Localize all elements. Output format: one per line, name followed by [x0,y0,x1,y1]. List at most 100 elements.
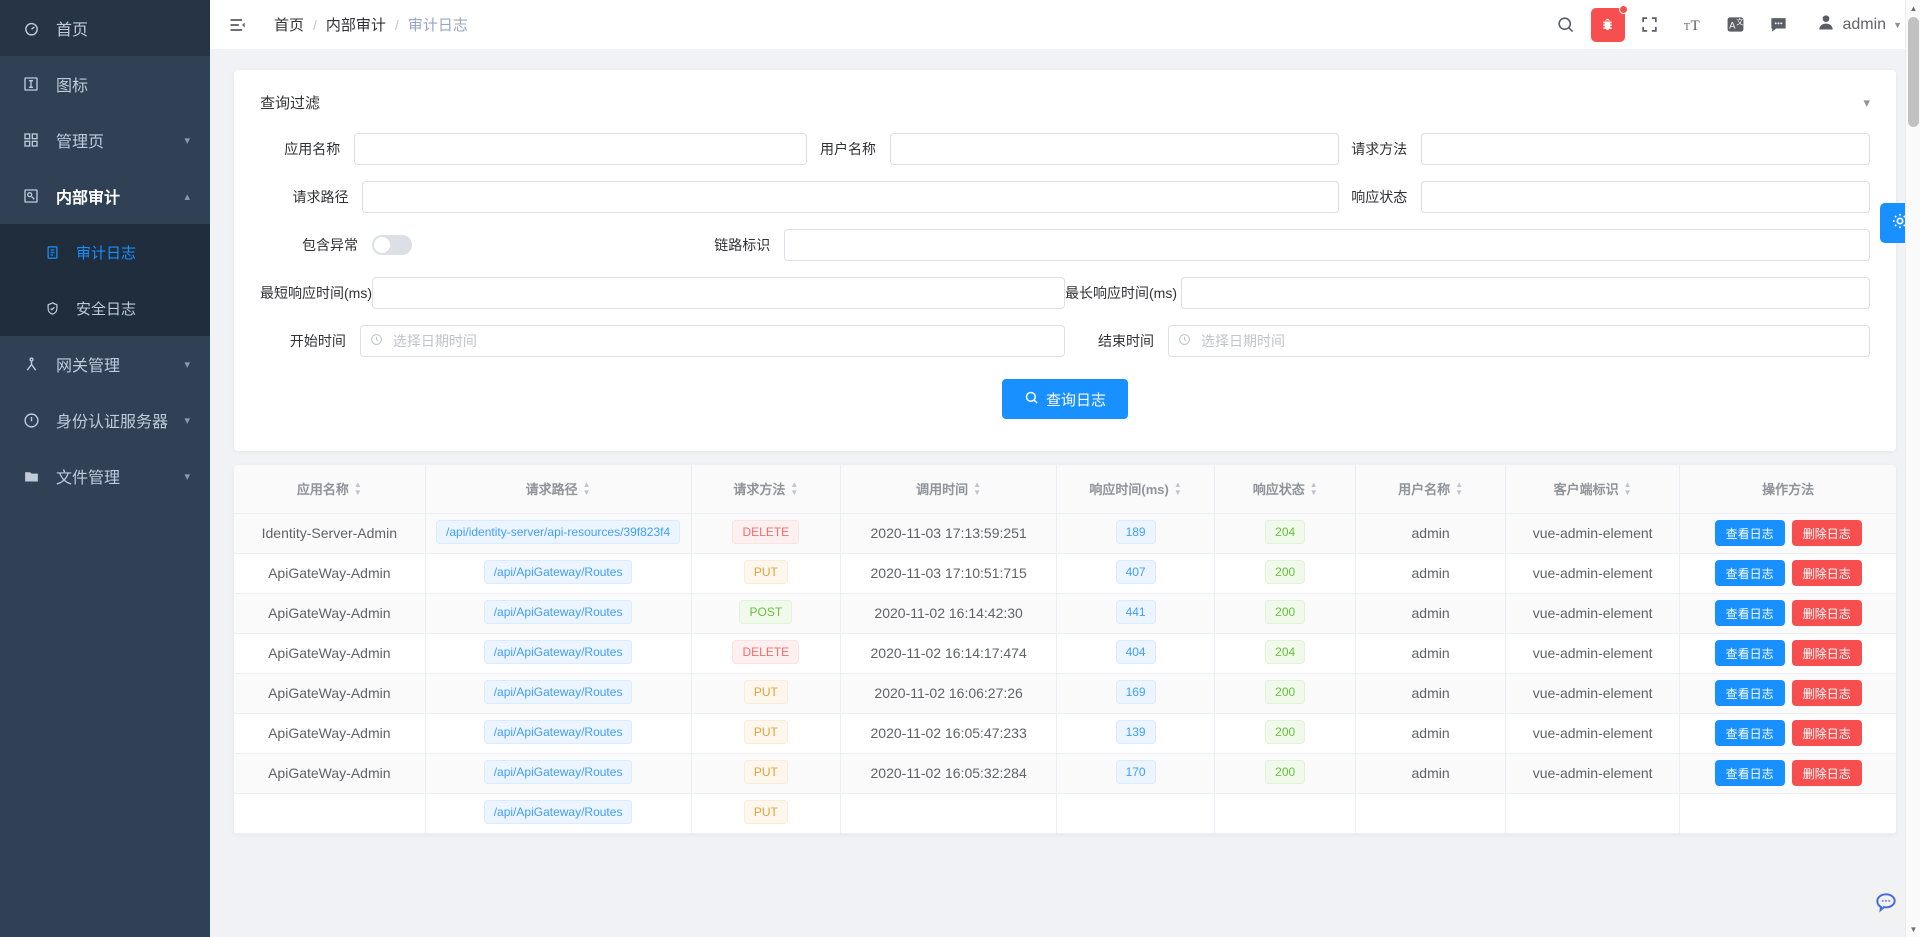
end-time-input[interactable] [1167,325,1870,357]
col-request-method[interactable]: 请求方法 ▲ ▼ [691,465,842,514]
delete-log-button[interactable]: 删除日志 [1791,760,1862,786]
table-row[interactable]: ApiGateWay-Admin/api/ApiGateway/Routes DE… [234,633,1896,674]
col-app-name[interactable]: 应用名称 ▲ ▼ [234,465,426,514]
user-name-input[interactable] [889,133,1339,165]
sidebar-item-audit-log[interactable]: 审计日志 [0,224,210,280]
translate-icon[interactable]: A 文 [1718,7,1754,43]
breadcrumb-item-home[interactable]: 首页 [274,17,305,34]
client-id-text: vue-admin-element [1532,645,1653,661]
col-user-name[interactable]: 用户名称 ▲ ▼ [1355,465,1506,514]
sort-icon[interactable]: ▲ ▼ [1173,479,1182,497]
sidebar-item-admin-pages[interactable]: 管理页 ▾ [0,112,210,168]
table-row[interactable]: ApiGateWay-Admin/api/ApiGateway/Routes PU… [234,673,1896,714]
table-row[interactable]: Identity-Server-Admin/api/identity-serve… [234,513,1896,554]
request-method-tag: PUT [743,679,788,704]
app-name-text: ApiGateWay-Admin [268,765,391,781]
delete-log-button[interactable]: 删除日志 [1791,680,1862,706]
response-status-input[interactable] [1421,181,1870,213]
delete-log-button[interactable]: 删除日志 [1791,640,1862,666]
request-method-input[interactable] [1421,133,1870,165]
delete-log-button[interactable]: 删除日志 [1791,600,1862,626]
chat-bubble-button[interactable] [1864,883,1908,927]
cell-app-name: ApiGateWay-Admin [234,673,426,714]
col-call-time[interactable]: 调用时间 ▲ ▼ [840,465,1058,514]
filter-row-1: 应用名称 用户名称 请求方法 [260,133,1870,165]
trace-id-input[interactable] [784,229,1870,261]
view-log-button[interactable]: 查看日志 [1714,560,1785,586]
cell-call-time: 2020-11-02 16:14:42:30 [840,593,1058,634]
sort-icon[interactable]: ▲ ▼ [582,479,591,497]
min-duration-input[interactable] [372,277,1065,309]
query-log-button[interactable]: 查询日志 [1001,379,1128,419]
max-duration-input[interactable] [1181,277,1870,309]
chat-icon[interactable] [1761,7,1797,43]
breadcrumb-item-internal-audit[interactable]: 内部审计 [325,17,386,34]
chevron-down-icon: ▾ [184,470,190,483]
delete-log-button[interactable]: 删除日志 [1791,560,1862,586]
sort-icon[interactable]: ▲ ▼ [1309,479,1318,497]
table-row[interactable]: ApiGateWay-Admin/api/ApiGateway/Routes PU… [234,713,1896,754]
table-row[interactable]: /api/ApiGateway/Routes PUT [234,793,1896,834]
view-log-button[interactable]: 查看日志 [1714,640,1785,666]
sort-icon[interactable]: ▲ ▼ [790,479,799,497]
chevron-up-icon: ▴ [184,190,190,203]
response-status-tag: 200 [1265,679,1306,704]
scroll-down-arrow[interactable]: ▼ [1909,924,1918,934]
table-row[interactable]: ApiGateWay-Admin/api/ApiGateway/Routes PU… [234,553,1896,594]
sort-icon[interactable]: ▲ ▼ [353,479,362,497]
delete-log-button[interactable]: 删除日志 [1791,720,1862,746]
view-log-button[interactable]: 查看日志 [1714,760,1785,786]
col-request-path[interactable]: 请求路径 ▲ ▼ [425,465,692,514]
table-row[interactable]: ApiGateWay-Admin/api/ApiGateway/Routes PU… [234,753,1896,794]
sidebar-item-identity-server[interactable]: 身份认证服务器 ▾ [0,392,210,448]
filter-row-5: 开始时间 结束时间 [260,325,1870,357]
response-status-tag: 200 [1265,559,1306,584]
fullscreen-icon[interactable] [1632,7,1668,43]
sidebar-item-file-management[interactable]: 文件管理 ▾ [0,448,210,504]
user-menu[interactable]: admin ▼ [1816,12,1902,37]
sidebar-item-internal-audit[interactable]: 内部审计 ▴ [0,168,210,224]
request-path-input[interactable] [362,181,1339,213]
table-row[interactable]: ApiGateWay-Admin/api/ApiGateway/Routes PO… [234,593,1896,634]
sort-icon[interactable]: ▲ ▼ [1455,479,1464,497]
col-client-id[interactable]: 客户端标识 ▲ ▼ [1505,465,1681,514]
col-response-time[interactable]: 响应时间(ms) ▲ ▼ [1056,465,1216,514]
view-log-button[interactable]: 查看日志 [1714,520,1785,546]
sidebar-item-security-log[interactable]: 安全日志 [0,280,210,336]
delete-log-button[interactable]: 删除日志 [1791,520,1862,546]
cell-client-id: vue-admin-element [1505,713,1681,754]
view-log-button[interactable]: 查看日志 [1714,720,1785,746]
sidebar-item-icons[interactable]: 图标 [0,56,210,112]
sort-icon[interactable]: ▲ ▼ [1623,479,1632,497]
app-name-text: Identity-Server-Admin [261,525,397,541]
cell-request-path: /api/ApiGateway/Routes [425,793,692,834]
sidebar-item-home[interactable]: 首页 [0,0,210,56]
search-icon[interactable] [1548,7,1584,43]
chevron-down-icon[interactable]: ▾ [1863,94,1870,110]
sidebar-item-gateway[interactable]: 网关管理 ▾ [0,336,210,392]
view-log-button[interactable]: 查看日志 [1714,680,1785,706]
request-method-tag: DELETE [732,519,800,544]
has-exception-toggle[interactable] [372,235,412,255]
cell-request-path: /api/identity-server/api-resources/39f82… [425,513,692,554]
bug-icon[interactable] [1590,4,1628,42]
client-id-text: vue-admin-element [1532,525,1653,541]
col-label: 操作方法 [1762,482,1815,498]
col-response-status[interactable]: 响应状态 ▲ ▼ [1214,465,1357,514]
scrollbar-thumb[interactable] [1908,17,1919,127]
cell-request-method: PUT [691,713,842,754]
font-size-icon[interactable]: T T [1675,7,1711,43]
svg-text:T: T [1683,22,1689,33]
shield-icon [42,301,62,316]
hamburger-icon[interactable] [224,11,252,39]
scroll-up-arrow[interactable]: ▲ [1909,3,1918,13]
sort-icon[interactable]: ▲ ▼ [973,479,982,497]
start-time-input[interactable] [359,325,1065,357]
cell-app-name [234,793,426,834]
page-scrollbar[interactable]: ▲ ▼ [1905,0,1920,937]
view-log-button[interactable]: 查看日志 [1714,600,1785,626]
request-path-tag: /api/ApiGateway/Routes [483,799,633,824]
app-name-input[interactable] [354,133,808,165]
notification-badge-dot [1618,4,1628,14]
